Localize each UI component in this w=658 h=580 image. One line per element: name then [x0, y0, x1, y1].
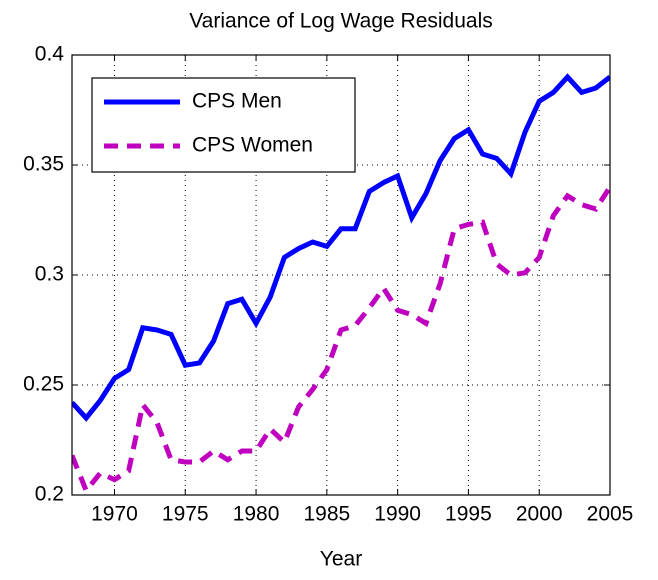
legend-box	[91, 77, 356, 173]
x-tick-label: 1985	[303, 503, 350, 526]
y-tick-label: 0.25	[23, 373, 64, 396]
chart-title: Variance of Log Wage Residuals	[189, 10, 493, 33]
x-tick-label: 2005	[587, 503, 634, 526]
plot-frame	[71, 54, 611, 496]
y-tick-label: 0.2	[35, 483, 64, 506]
x-tick-label: 1970	[91, 503, 138, 526]
legend-label: CPS Women	[192, 134, 313, 157]
x-tick-label: 1980	[233, 503, 280, 526]
y-tick-label: 0.35	[23, 153, 64, 176]
y-tick-label: 0.3	[35, 263, 64, 286]
x-tick-label: 1990	[374, 503, 421, 526]
legend-label: CPS Men	[192, 90, 282, 113]
x-tick-label: 1995	[445, 503, 492, 526]
data-line	[72, 73, 610, 422]
y-tick-label: 0.4	[35, 43, 65, 66]
x-tick-label: 2000	[516, 503, 563, 526]
data-line	[72, 185, 610, 495]
x-axis-label: Year	[320, 548, 362, 571]
x-tick-label: 1975	[162, 503, 209, 526]
